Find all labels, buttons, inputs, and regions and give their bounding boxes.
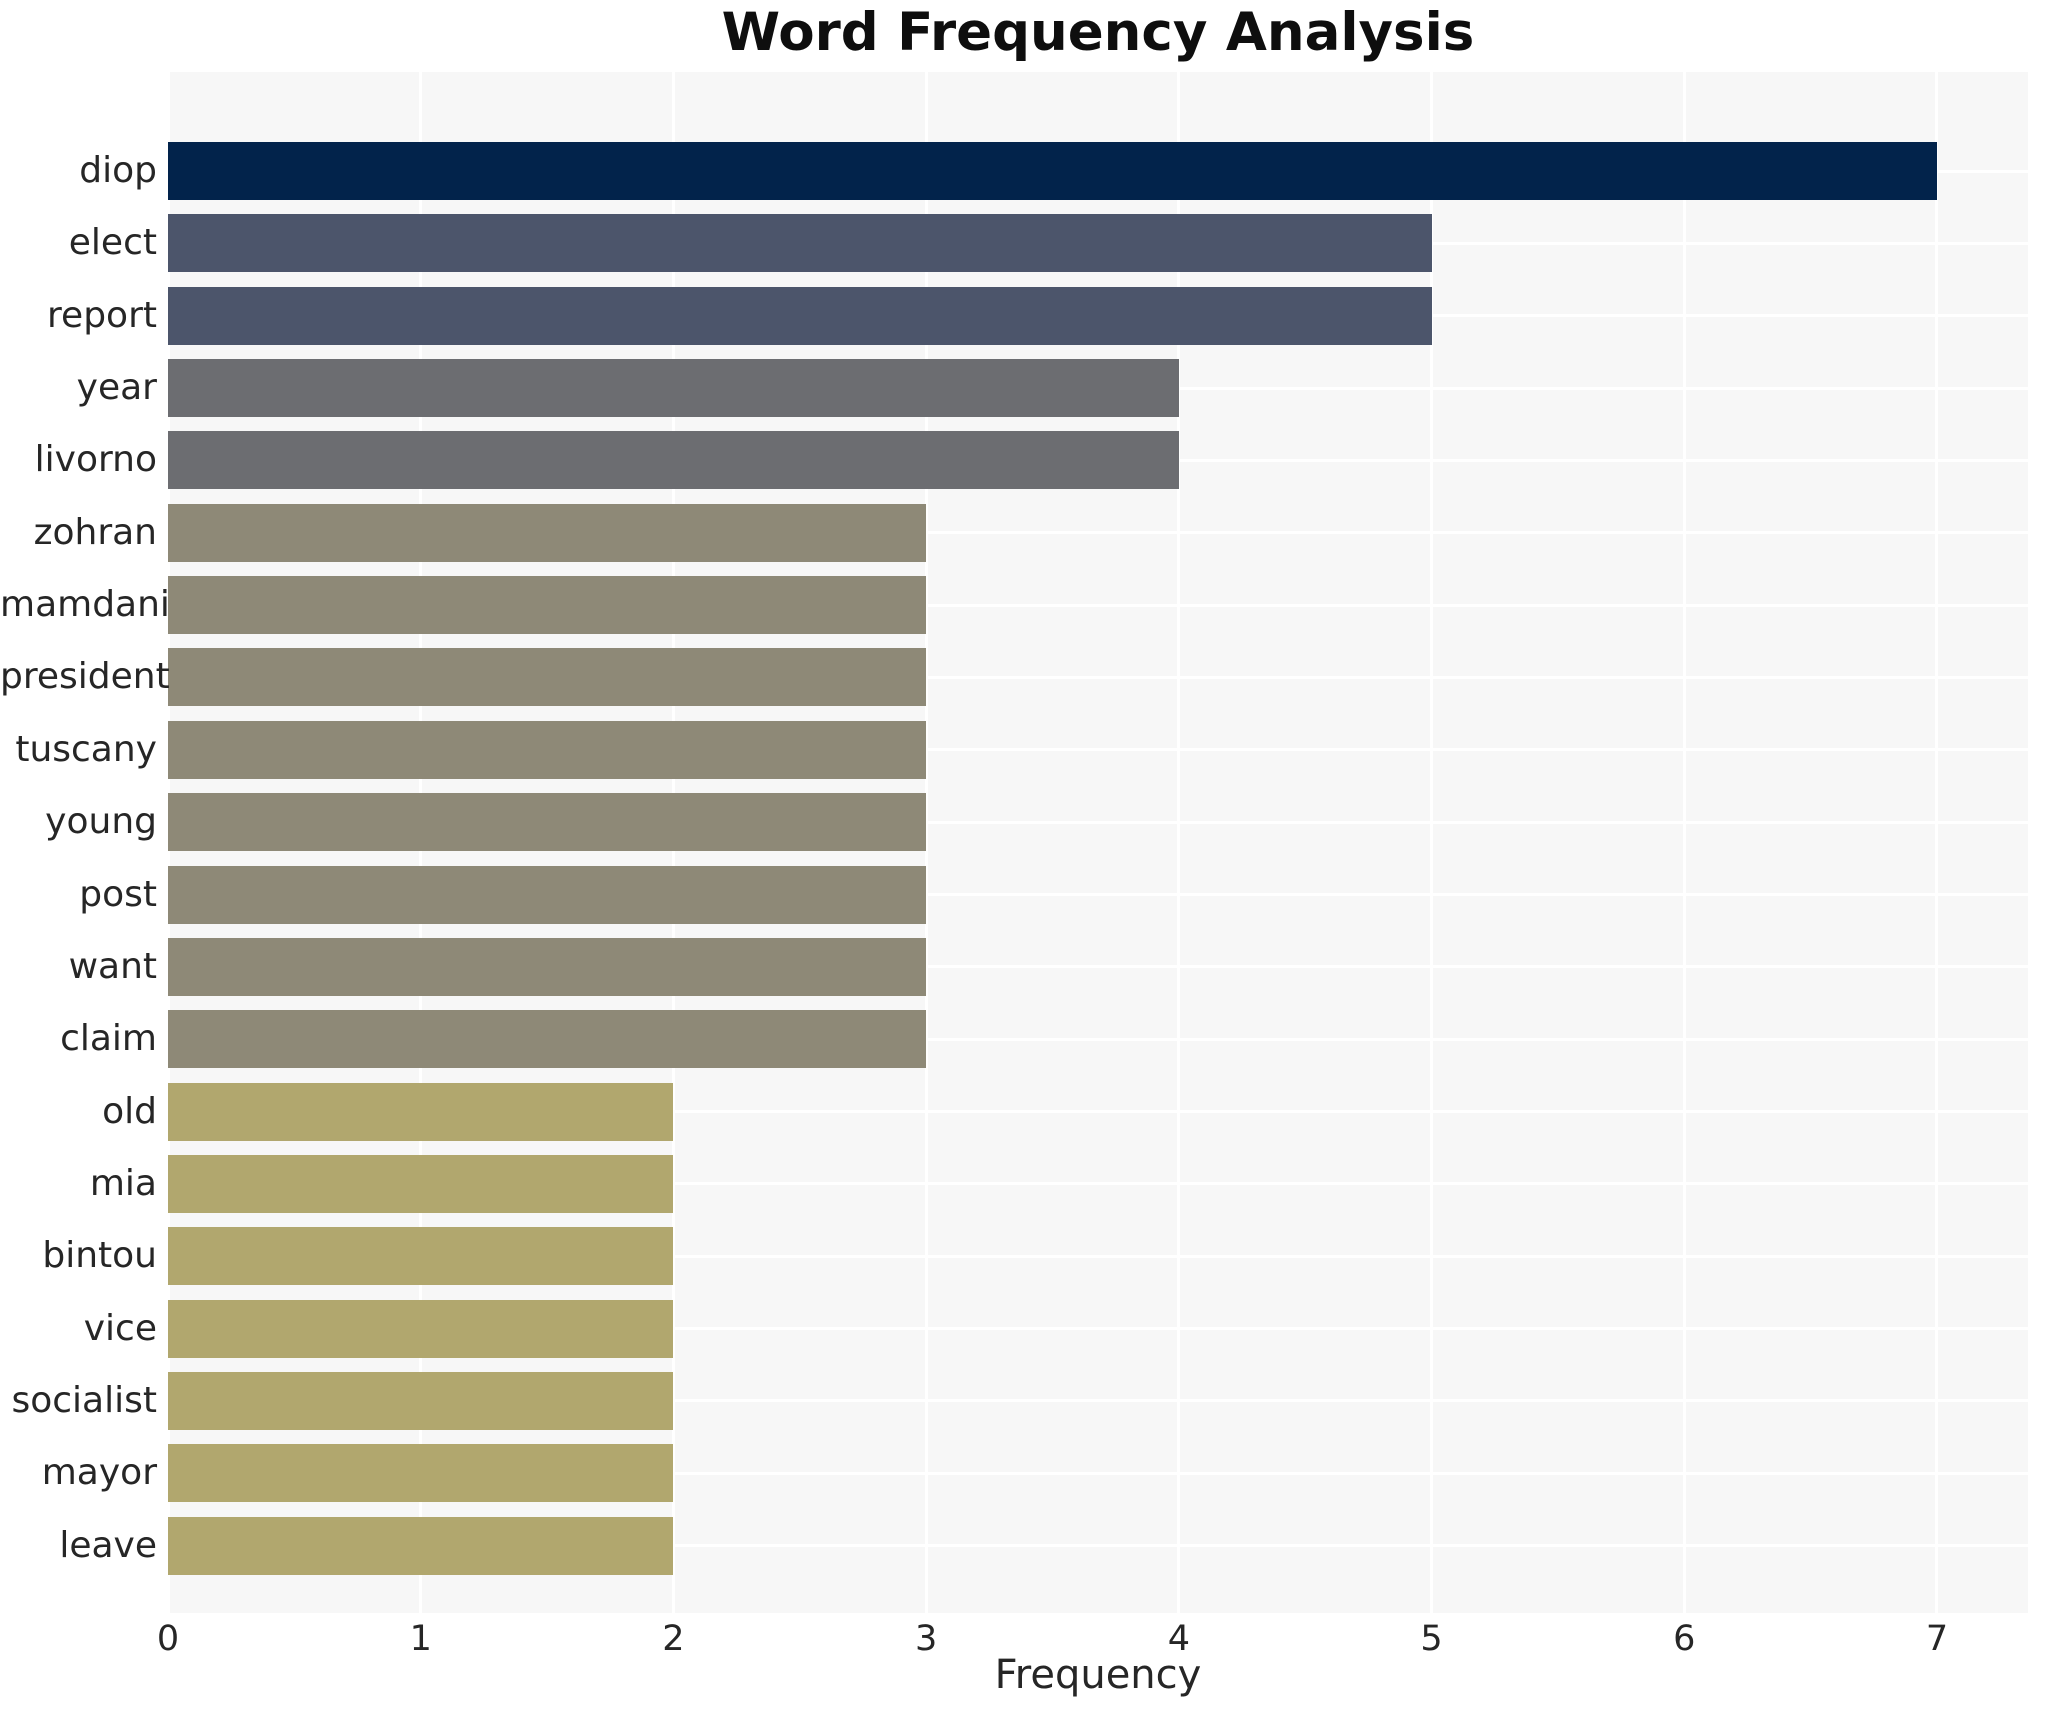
bar-diop bbox=[168, 142, 1937, 200]
y-axis-labels: diop elect report year livorno zohran mamdani p… bbox=[0, 72, 170, 1613]
y-tick-label-elect: elect bbox=[68, 222, 157, 264]
y-tick-label-president: president bbox=[0, 656, 170, 698]
bar-vice bbox=[168, 1299, 674, 1358]
plot-area bbox=[166, 72, 2028, 1613]
bar-want bbox=[168, 937, 927, 996]
bar-year bbox=[168, 359, 1179, 418]
x-tick-label: 6 bbox=[1673, 1619, 1696, 1659]
y-tick-label-diop: diop bbox=[79, 150, 157, 191]
bar-old bbox=[168, 1082, 674, 1141]
gridline-horizontal bbox=[168, 893, 2028, 896]
gridline-vertical bbox=[1682, 72, 1686, 1613]
gridline-horizontal bbox=[168, 603, 2028, 607]
bar-tuscany bbox=[168, 720, 927, 779]
gridline-horizontal bbox=[168, 820, 2028, 824]
y-tick-label-report: report bbox=[47, 294, 157, 336]
bar-report bbox=[168, 286, 1432, 345]
x-axis-label: Frequency bbox=[994, 1652, 1202, 1698]
bar-mamdani bbox=[168, 576, 927, 635]
x-axis-ticks: 0 1 2 3 4 5 6 7 bbox=[157, 1613, 2028, 1665]
x-tick-label: 5 bbox=[1420, 1619, 1443, 1659]
y-tick-label-zohran: zohran bbox=[33, 511, 157, 553]
gridline-horizontal bbox=[168, 1327, 2028, 1331]
x-tick-label: 2 bbox=[662, 1619, 685, 1659]
y-tick-label-bintou: bintou bbox=[42, 1235, 157, 1277]
gridline-horizontal bbox=[168, 1471, 2028, 1475]
y-tick-label-young: young bbox=[45, 801, 157, 843]
gridline-horizontal bbox=[168, 1399, 2028, 1403]
gridline-vertical bbox=[1430, 72, 1434, 1613]
y-tick-label-leave: leave bbox=[59, 1524, 157, 1566]
y-tick-label-mamdani: mamdani bbox=[0, 584, 170, 626]
gridline-horizontal bbox=[168, 965, 2028, 969]
bar-bintou bbox=[168, 1227, 674, 1286]
gridline-horizontal bbox=[168, 1182, 2028, 1186]
gridline-horizontal bbox=[168, 1544, 2028, 1548]
x-tick-label: 4 bbox=[1167, 1619, 1190, 1659]
gridline-horizontal bbox=[168, 1110, 2028, 1114]
gridline-vertical bbox=[1177, 72, 1181, 1613]
gridline-horizontal bbox=[168, 531, 2028, 535]
x-tick-label: 1 bbox=[409, 1619, 432, 1659]
y-tick-label-year: year bbox=[76, 367, 157, 409]
x-tick-label: 3 bbox=[914, 1619, 938, 1659]
y-tick-label-mia: mia bbox=[89, 1162, 157, 1204]
bar-claim bbox=[168, 1010, 927, 1069]
y-tick-label-mayor: mayor bbox=[41, 1452, 157, 1494]
bar-zohran bbox=[168, 503, 927, 562]
bar-socialist bbox=[168, 1371, 674, 1430]
y-tick-label-want: want bbox=[68, 945, 157, 987]
bar-livorno bbox=[168, 431, 1179, 490]
y-tick-label-socialist: socialist bbox=[11, 1379, 157, 1421]
y-tick-label-old: old bbox=[102, 1090, 157, 1132]
bar-elect bbox=[168, 214, 1432, 273]
y-tick-label-livorno: livorno bbox=[34, 439, 157, 481]
y-tick-label-vice: vice bbox=[83, 1307, 157, 1349]
gridline-horizontal bbox=[168, 1037, 2028, 1041]
y-tick-label-post: post bbox=[79, 873, 157, 915]
y-tick-label-tuscany: tuscany bbox=[15, 728, 157, 770]
x-tick-label: 7 bbox=[1925, 1619, 1949, 1659]
x-tick-label: 0 bbox=[156, 1619, 180, 1659]
bar-young bbox=[168, 793, 927, 852]
gridline-vertical bbox=[1935, 72, 1939, 1613]
bar-leave bbox=[168, 1516, 674, 1575]
bar-post bbox=[168, 865, 927, 924]
bar-mayor bbox=[168, 1444, 674, 1503]
bar-president bbox=[168, 648, 927, 707]
gridline-horizontal bbox=[168, 675, 2028, 679]
y-tick-label-claim: claim bbox=[60, 1018, 157, 1060]
gridline-horizontal bbox=[168, 748, 2028, 752]
gridline-horizontal bbox=[168, 1254, 2028, 1258]
chart-title: Word Frequency Analysis bbox=[721, 2, 1475, 63]
gridline-vertical bbox=[924, 72, 928, 1613]
bar-mia bbox=[168, 1154, 674, 1213]
